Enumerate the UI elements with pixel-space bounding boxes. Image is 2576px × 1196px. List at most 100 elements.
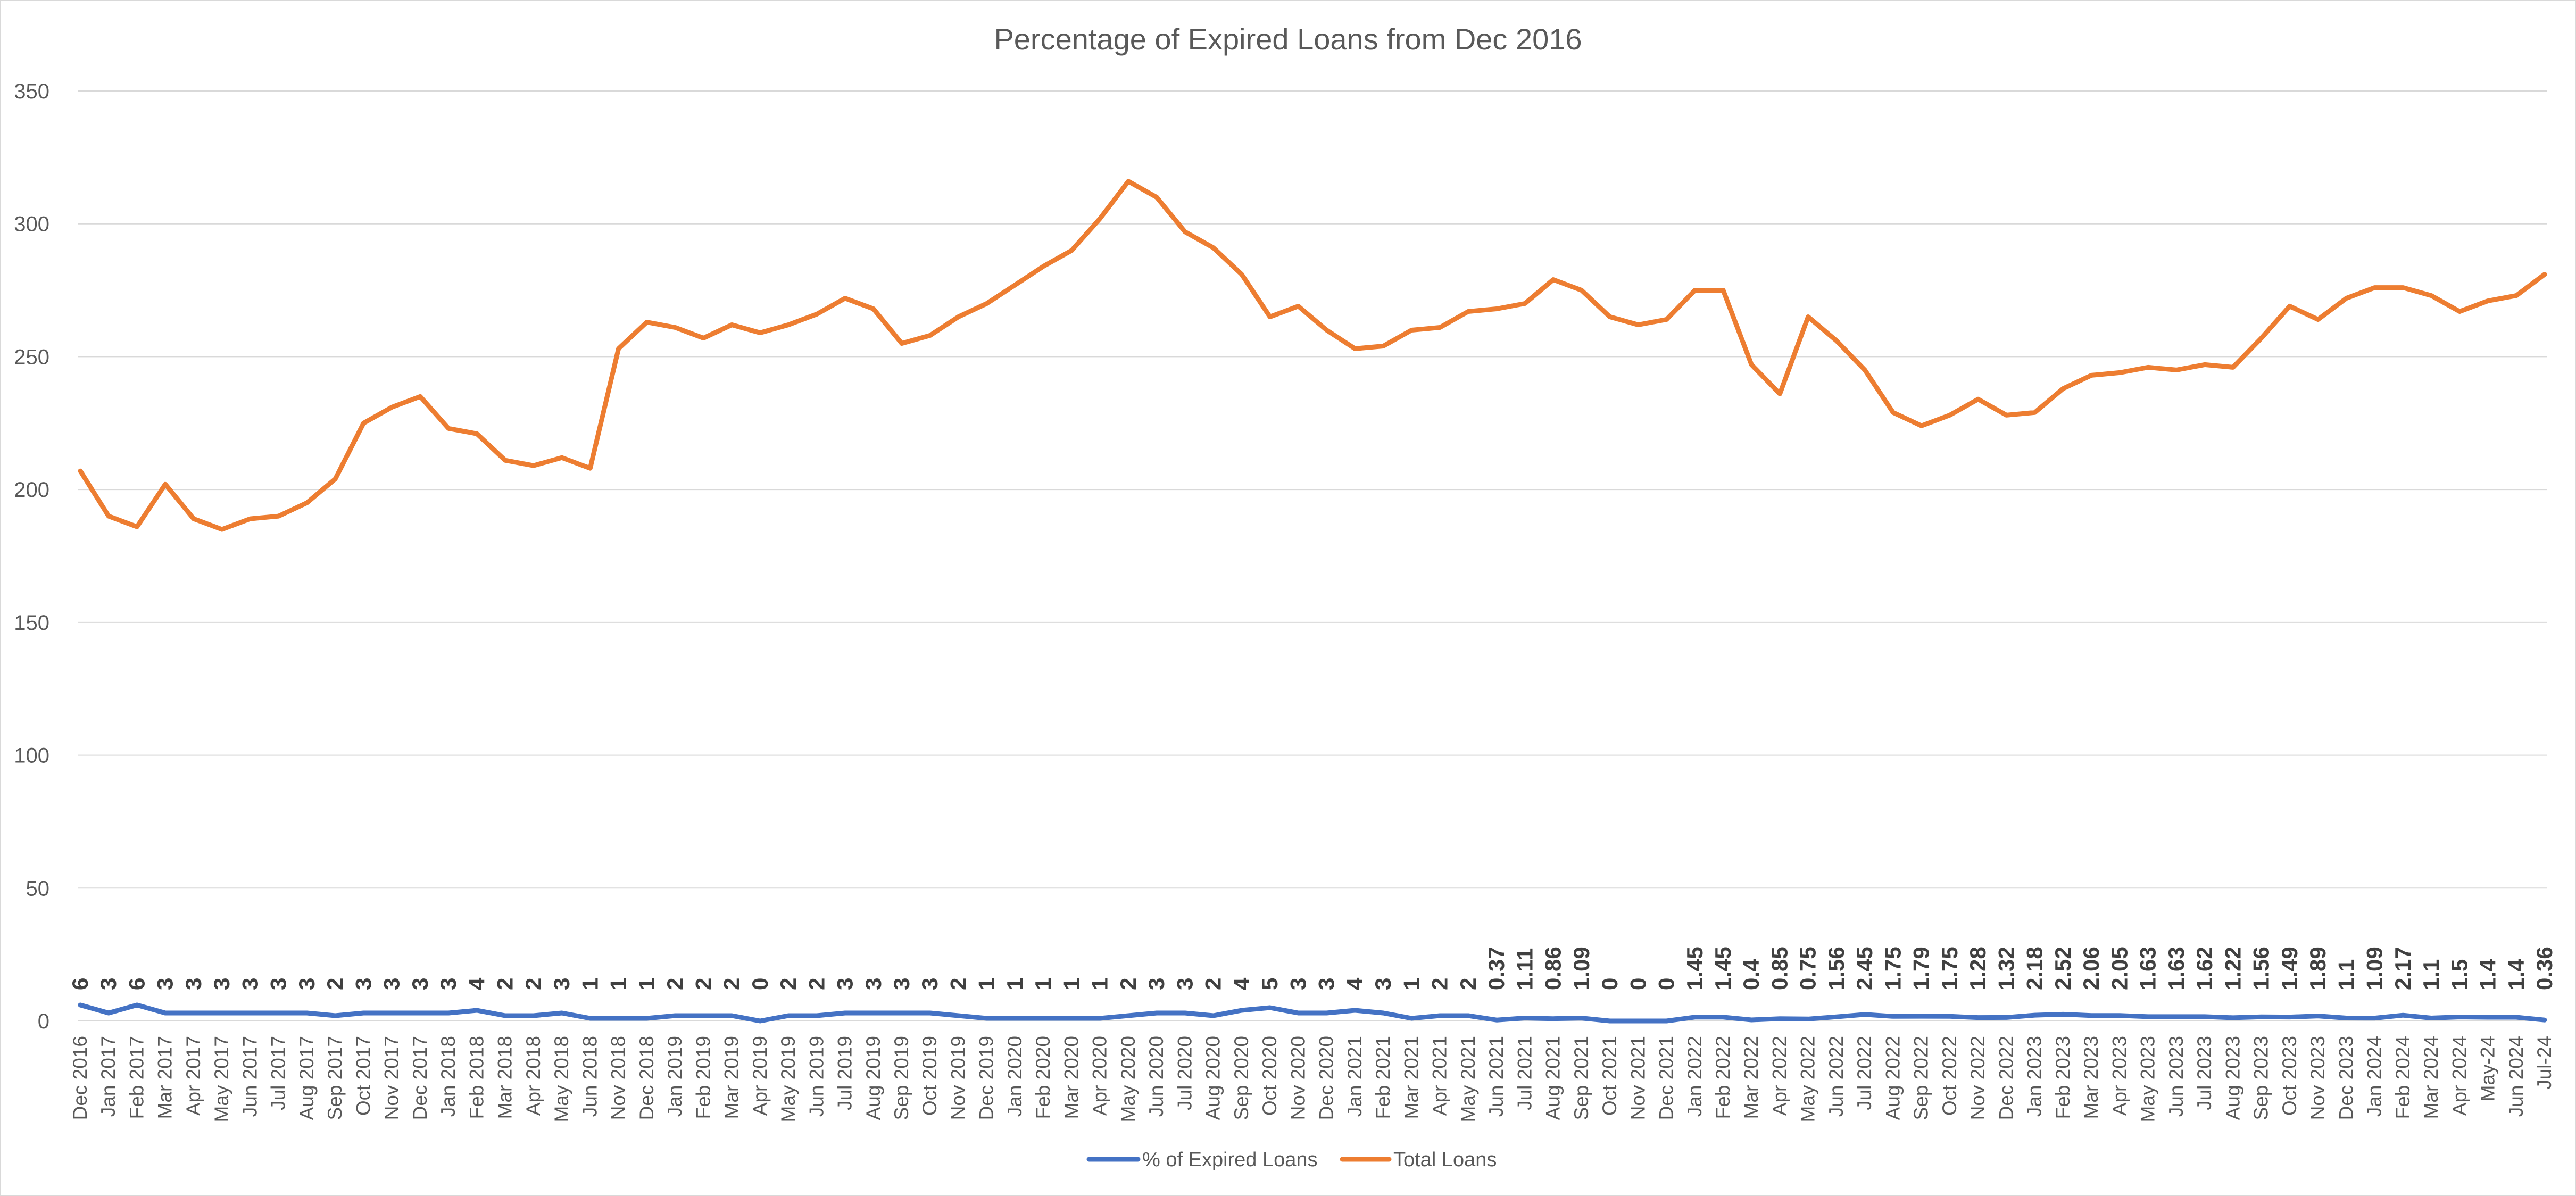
legend-item-expired[interactable]: % of Expired Loans xyxy=(1086,1149,1318,1171)
data-label: 2 xyxy=(804,978,829,990)
x-tick-label: Nov 2017 xyxy=(381,1036,403,1120)
x-tick-label: Nov 2020 xyxy=(1287,1036,1309,1120)
x-tick-label: Jun 2019 xyxy=(805,1036,827,1117)
y-tick-label: 50 xyxy=(26,877,50,900)
data-label: 5 xyxy=(1257,978,1282,990)
x-tick-label: Sep 2023 xyxy=(2250,1036,2272,1120)
x-tick-label: Jul 2020 xyxy=(1174,1036,1195,1110)
x-tick-label: Sep 2017 xyxy=(324,1036,346,1120)
x-tick-label: Jan 2020 xyxy=(1004,1036,1026,1117)
data-label: 3 xyxy=(549,978,574,990)
data-label: 1.49 xyxy=(2277,946,2302,990)
legend-label-expired: % of Expired Loans xyxy=(1142,1149,1318,1171)
data-label: 1.32 xyxy=(1993,946,2018,990)
data-label: 0.4 xyxy=(1739,959,1764,990)
x-tick-label: Jan 2024 xyxy=(2364,1036,2386,1117)
x-tick-label: Dec 2022 xyxy=(1995,1036,2017,1120)
x-tick-label: Jan 2022 xyxy=(1684,1036,1706,1117)
data-label: 1 xyxy=(1031,978,1056,990)
data-label: 1.09 xyxy=(2362,946,2387,990)
data-label: 0.86 xyxy=(1541,946,1566,990)
data-label: 3 xyxy=(1285,978,1310,990)
x-tick-label: Mar 2024 xyxy=(2420,1036,2442,1119)
data-label: 2.06 xyxy=(2079,946,2104,990)
data-label: 1.09 xyxy=(1569,946,1594,990)
data-label: 1.22 xyxy=(2220,946,2245,990)
data-label: 3 xyxy=(861,978,886,990)
x-tick-label: Dec 2018 xyxy=(636,1036,658,1120)
x-tick-label: Nov 2023 xyxy=(2307,1036,2329,1120)
x-tick-label: Sep 2022 xyxy=(1910,1036,1932,1120)
data-label: 1.5 xyxy=(2447,959,2472,990)
data-label: 2 xyxy=(719,978,744,990)
data-label: 3 xyxy=(237,978,262,990)
series-lines xyxy=(78,179,2547,1024)
x-tick-label: Jun 2020 xyxy=(1145,1036,1167,1117)
x-tick-label: Nov 2021 xyxy=(1627,1036,1649,1120)
data-label: 1.75 xyxy=(1937,946,1962,990)
chart-title: Percentage of Expired Loans from Dec 201… xyxy=(994,22,1582,56)
data-label: 2 xyxy=(521,978,546,990)
data-label: 3 xyxy=(181,978,206,990)
x-tick-label: May 2018 xyxy=(551,1036,572,1123)
data-label: 1.1 xyxy=(2419,959,2444,990)
legend-label-total: Total Loans xyxy=(1393,1149,1497,1171)
x-tick-label: Mar 2017 xyxy=(154,1036,176,1119)
data-label: 2 xyxy=(945,978,970,990)
x-tick-label: Aug 2022 xyxy=(1882,1036,1904,1120)
x-tick-label: Apr 2021 xyxy=(1429,1036,1451,1116)
data-label: 6 xyxy=(68,978,93,990)
y-tick-label: 0 xyxy=(38,1010,49,1033)
y-tick-label: 150 xyxy=(14,611,49,635)
x-tick-label: Mar 2020 xyxy=(1060,1036,1082,1119)
data-label: 0.75 xyxy=(1796,946,1821,990)
x-tick-label: Mar 2023 xyxy=(2080,1036,2102,1119)
legend-item-total[interactable]: Total Loans xyxy=(1340,1149,1497,1171)
x-tick-label: May 2023 xyxy=(2137,1036,2159,1123)
data-label: 3 xyxy=(833,978,858,990)
data-label: 1 xyxy=(1059,978,1084,990)
x-tick-label: Apr 2020 xyxy=(1089,1036,1111,1116)
x-tick-label: Apr 2019 xyxy=(749,1036,771,1116)
x-tick-label: Apr 2017 xyxy=(182,1036,204,1116)
x-tick-label: Jun 2021 xyxy=(1485,1036,1507,1117)
data-label: 2.45 xyxy=(1852,946,1877,990)
data-label: 1.45 xyxy=(1710,946,1735,990)
x-tick-label: Jun 2024 xyxy=(2505,1036,2527,1117)
data-label: 2 xyxy=(776,978,801,990)
data-label: 3 xyxy=(96,978,121,990)
series-line-total-loans[interactable] xyxy=(78,179,2547,532)
data-label: 1.75 xyxy=(1880,946,1905,990)
data-label: 2.52 xyxy=(2050,946,2075,990)
x-tick-label: Feb 2020 xyxy=(1032,1036,1054,1119)
x-tick-label: Aug 2023 xyxy=(2222,1036,2243,1120)
x-tick-label: Oct 2020 xyxy=(1259,1036,1281,1116)
x-tick-label: Jan 2018 xyxy=(437,1036,459,1117)
x-tick-label: May-24 xyxy=(2477,1036,2499,1101)
data-label: 2 xyxy=(662,978,687,990)
x-tick-label: Feb 2019 xyxy=(692,1036,714,1119)
data-label: 2 xyxy=(1456,978,1481,990)
x-tick-label: Dec 2017 xyxy=(409,1036,431,1120)
x-tick-label: Dec 2016 xyxy=(69,1036,91,1120)
data-label: 1.4 xyxy=(2504,959,2529,990)
data-label: 1.28 xyxy=(1965,946,1990,990)
y-tick-label: 200 xyxy=(14,478,49,502)
data-label: 0 xyxy=(747,978,772,990)
x-tick-label: Mar 2018 xyxy=(494,1036,516,1119)
y-tick-label: 100 xyxy=(14,744,49,768)
x-tick-label: Feb 2017 xyxy=(126,1036,147,1119)
x-tick-label: Oct 2017 xyxy=(352,1036,374,1116)
data-label: 1 xyxy=(1399,978,1424,990)
x-tick-label: Aug 2020 xyxy=(1202,1036,1224,1120)
data-label: 2 xyxy=(322,978,347,990)
data-label: 2.18 xyxy=(2022,946,2047,990)
data-label: 3 xyxy=(1370,978,1395,990)
series-line-expired-loans[interactable] xyxy=(78,1002,2547,1024)
x-tick-label: Jan 2017 xyxy=(97,1036,119,1117)
data-label: 1 xyxy=(634,978,659,990)
data-label: 4 xyxy=(1229,977,1254,990)
data-label: 1.56 xyxy=(2249,946,2274,990)
data-label: 1 xyxy=(1087,978,1112,990)
x-tick-label: Jun 2017 xyxy=(239,1036,261,1117)
